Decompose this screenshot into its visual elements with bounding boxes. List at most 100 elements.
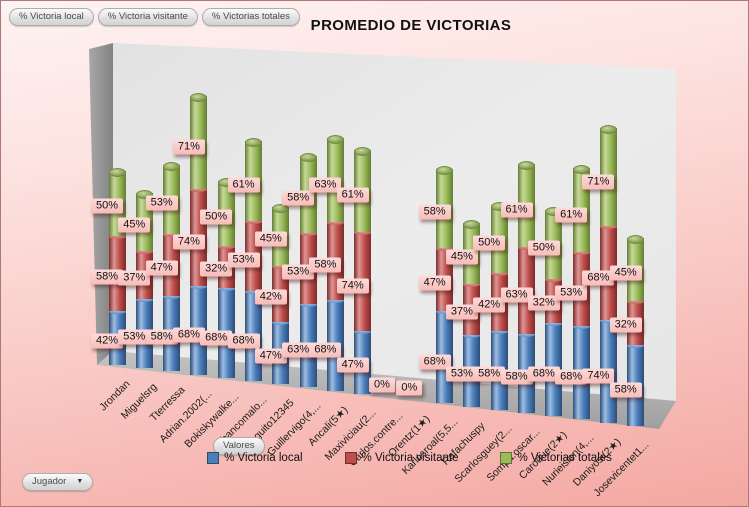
cylinder-seam: [326, 297, 344, 303]
data-label: 45%: [254, 231, 287, 247]
cylinder-seam: [108, 308, 126, 314]
data-label: 68%: [527, 366, 560, 382]
data-label: 32%: [527, 295, 560, 311]
data-label: 58%: [473, 366, 506, 382]
cylinder-seam: [627, 298, 645, 304]
cylinder-cap: [463, 220, 481, 229]
cylinder-cap: [326, 135, 344, 145]
data-label: 53%: [227, 252, 260, 268]
cylinder-seam: [599, 223, 617, 229]
legend-swatch-totales: [500, 452, 513, 464]
cylinder-cap: [518, 160, 535, 170]
data-label: 74%: [582, 368, 615, 384]
legend-swatch-visitante: [344, 452, 357, 464]
cylinder-seam: [163, 232, 181, 238]
cylinder-seam: [163, 293, 181, 299]
legend-item-victorias-totales[interactable]: % Victorias totales: [500, 452, 612, 464]
cylinder-seam: [490, 271, 508, 277]
data-label: 61%: [336, 187, 369, 203]
data-label: 71%: [582, 174, 615, 190]
cylinder-cap: [572, 165, 590, 175]
legend-label: % Victorias totales: [517, 452, 612, 464]
cylinder-cap: [627, 235, 645, 245]
chart-title: PROMEDIO DE VICTORIAS: [310, 17, 512, 34]
data-label: 68%: [582, 270, 615, 286]
data-label: 63%: [282, 342, 315, 358]
data-label-zero: 0%: [369, 377, 395, 393]
cylinder-seam: [490, 328, 508, 334]
data-label: 45%: [609, 265, 642, 281]
cylinder-seam: [518, 331, 535, 337]
cylinder-seam: [572, 250, 590, 256]
data-label: 68%: [555, 369, 588, 385]
chevron-down-icon: ▼: [76, 478, 84, 485]
data-label: 53%: [445, 366, 478, 382]
data-label: 58%: [500, 369, 533, 385]
data-label: 58%: [145, 329, 178, 345]
cylinder-cap: [272, 203, 290, 213]
data-label: 50%: [200, 209, 233, 225]
cylinder-seam: [572, 323, 590, 329]
cylinder-seam: [354, 229, 372, 235]
field-button-victoria-visitante[interactable]: % Victoria visitante: [97, 8, 198, 26]
data-label: 45%: [118, 217, 151, 233]
values-field-button[interactable]: Valores: [213, 437, 265, 455]
legend-label: % Victoria local: [224, 452, 303, 464]
data-label: 50%: [90, 198, 124, 214]
data-label: 58%: [309, 257, 342, 273]
cylinder-cap: [599, 124, 617, 134]
cylinder-cap: [135, 189, 153, 199]
data-label: 58%: [90, 269, 124, 285]
bar-cylinder: [572, 165, 590, 420]
legend-swatch-local: [207, 452, 220, 464]
data-label: 47%: [336, 357, 369, 373]
data-label: 53%: [118, 329, 151, 345]
data-label: 32%: [609, 317, 642, 333]
jugador-dropdown-button[interactable]: Jugador ▼: [22, 473, 94, 491]
cylinder-cap: [436, 165, 454, 175]
cylinder-cap: [354, 146, 372, 156]
data-label: 61%: [555, 207, 588, 223]
data-label: 47%: [418, 275, 451, 291]
data-label: 71%: [172, 139, 205, 155]
field-button-victorias-totales[interactable]: % Victorias totales: [201, 8, 300, 26]
cylinder-cap: [245, 137, 262, 147]
series-field-buttons: % Victoria local % Victoria visitante % …: [9, 8, 300, 26]
jugador-dropdown-label: Jugador: [32, 476, 67, 487]
data-label: 58%: [282, 190, 315, 206]
data-label: 50%: [527, 240, 560, 256]
data-label: 47%: [145, 260, 178, 276]
data-label: 68%: [227, 333, 260, 349]
data-label: 63%: [309, 177, 342, 193]
cylinder-cap: [190, 92, 208, 102]
cylinder-seam: [299, 231, 317, 237]
cylinder-seam: [436, 309, 454, 315]
data-label: 68%: [418, 354, 451, 370]
data-label: 53%: [555, 285, 588, 301]
cylinder-seam: [326, 220, 344, 226]
data-label: 74%: [336, 278, 369, 294]
cylinder-seam: [217, 244, 235, 250]
data-label: 42%: [473, 297, 506, 313]
data-label: 58%: [418, 204, 451, 220]
cylinder-seam: [463, 282, 481, 288]
cylinder-seam: [545, 320, 563, 326]
legend-item-victoria-visitante[interactable]: % Victoria visitante: [344, 452, 458, 464]
data-label: 42%: [90, 333, 124, 349]
cylinder-seam: [217, 286, 235, 292]
cylinder-seam: [354, 328, 372, 334]
data-label: 58%: [609, 382, 642, 398]
data-label: 61%: [227, 177, 260, 193]
cylinder-seam: [545, 276, 563, 282]
field-button-victoria-local[interactable]: % Victoria local: [9, 8, 94, 26]
legend-item-victoria-local[interactable]: % Victoria local: [207, 452, 303, 464]
cylinder-seam: [436, 245, 454, 251]
cylinder-seam: [463, 332, 481, 338]
data-label: 74%: [172, 234, 205, 250]
cylinder-cap: [163, 162, 181, 172]
data-label: 47%: [254, 348, 287, 364]
data-label: 45%: [445, 249, 478, 265]
data-label: 68%: [200, 330, 233, 346]
cylinder-seam: [245, 219, 262, 225]
